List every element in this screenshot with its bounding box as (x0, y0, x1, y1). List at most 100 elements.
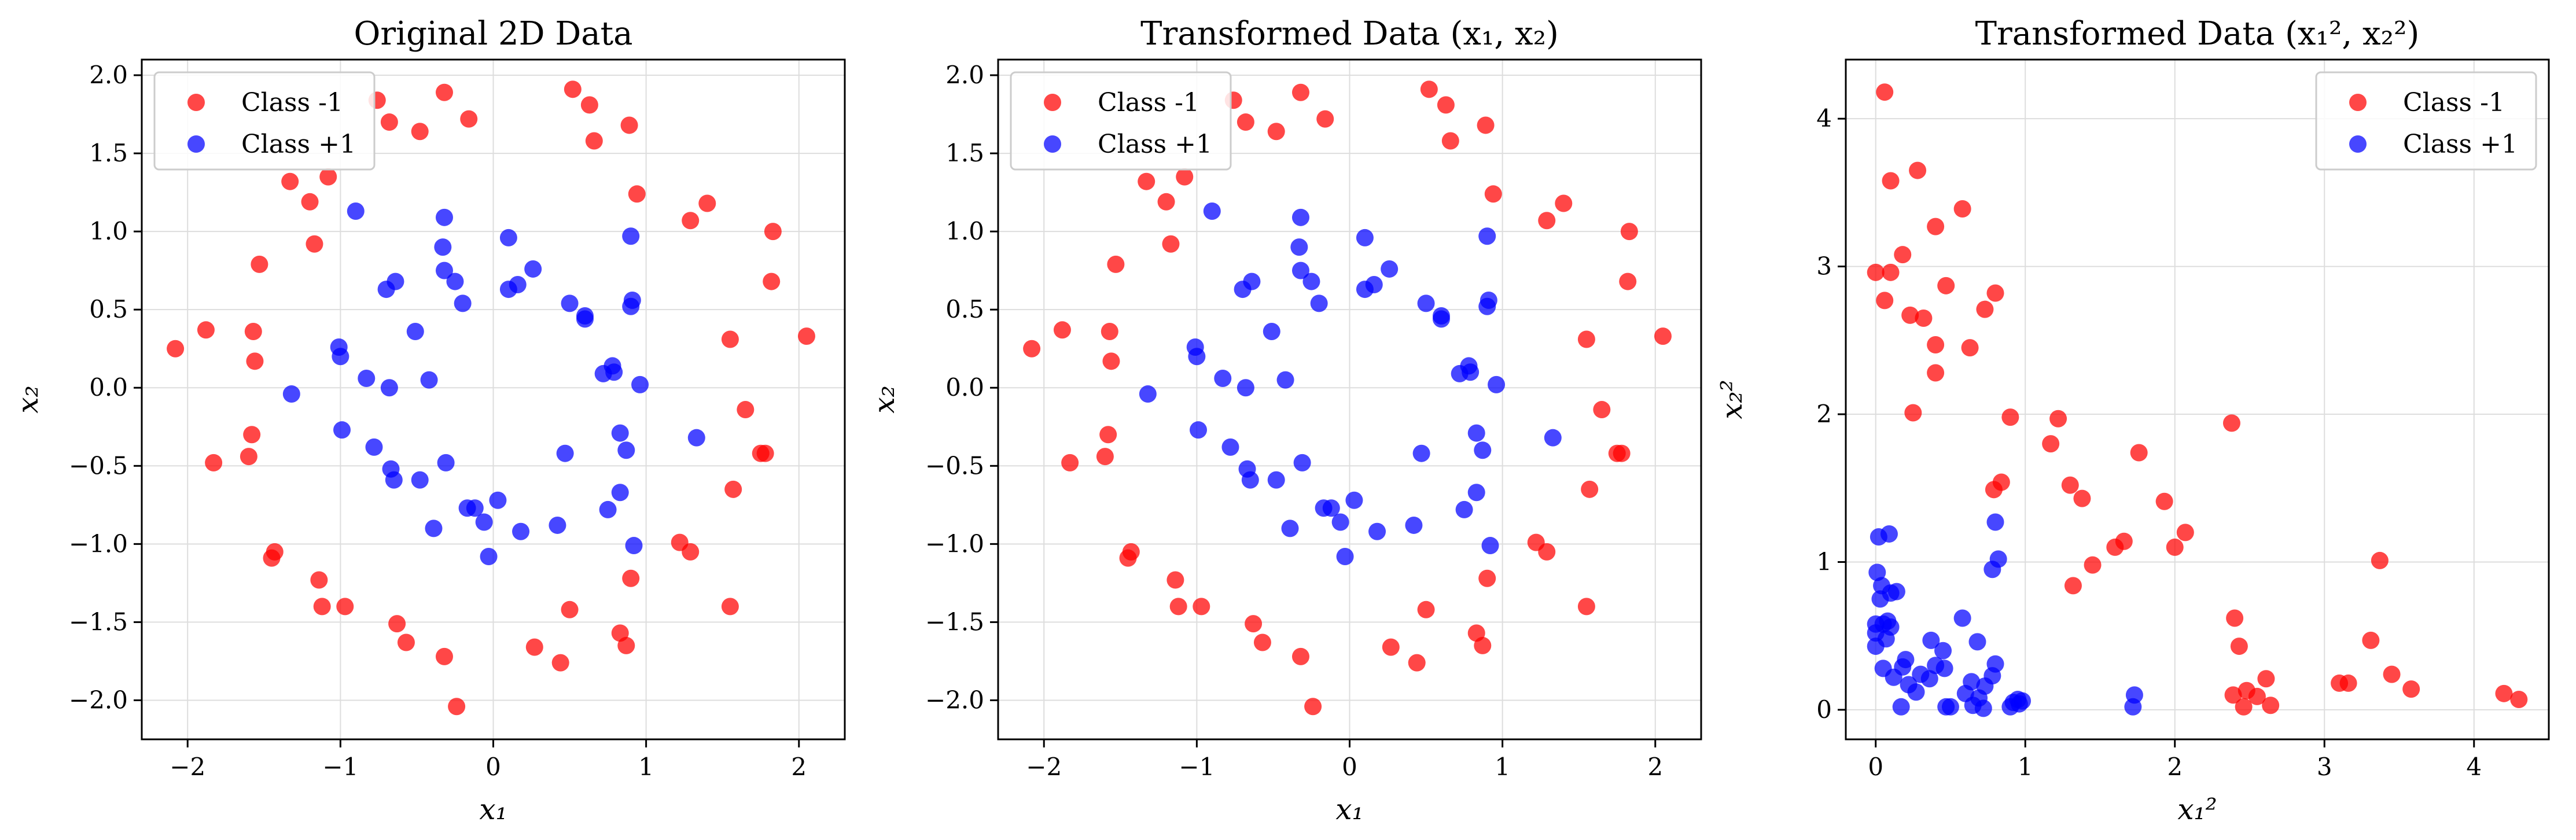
data-point (1336, 547, 1354, 565)
legend-marker (2349, 135, 2367, 153)
data-point (1276, 371, 1294, 389)
data-point (1166, 571, 1184, 589)
data-point (1310, 294, 1328, 312)
data-point (628, 185, 646, 203)
data-point (406, 323, 424, 340)
data-point (1331, 513, 1349, 531)
data-point (1538, 212, 1556, 230)
y-tick-label: −1.5 (925, 607, 984, 636)
y-tick-label: 0.0 (945, 373, 984, 401)
data-point (631, 375, 649, 393)
data-point (1953, 200, 1971, 218)
data-point (319, 168, 337, 186)
data-point (617, 441, 635, 459)
data-point (246, 352, 264, 370)
data-point (411, 123, 429, 141)
data-point (1101, 323, 1118, 340)
data-point (2402, 680, 2420, 698)
legend-marker (2349, 94, 2367, 111)
y-tick-label: 1.0 (945, 217, 984, 245)
data-point (333, 421, 351, 439)
data-point (197, 321, 215, 339)
data-point (556, 444, 574, 462)
data-point (347, 202, 365, 220)
data-point (1941, 698, 1959, 716)
x-axis-label: x₁ (1335, 793, 1363, 826)
data-point (1894, 246, 1912, 264)
data-point (2257, 670, 2275, 688)
data-point (1193, 598, 1210, 616)
legend-marker (1044, 94, 1061, 111)
data-point (1927, 218, 1945, 235)
data-point (1203, 202, 1221, 220)
data-point (1992, 473, 2010, 491)
data-point (1904, 404, 1922, 422)
data-point (1293, 454, 1311, 471)
data-point (2115, 532, 2133, 550)
x-tick-label: 2 (1647, 753, 1663, 781)
y-tick-label: 2 (1816, 400, 1832, 428)
data-point (2495, 684, 2513, 702)
data-point (2230, 638, 2248, 655)
data-point (2176, 524, 2194, 541)
x-axis-label: x₁² (2177, 793, 2217, 826)
data-point (1927, 336, 1945, 353)
legend-label: Class +1 (1098, 130, 1212, 159)
y-axis-label: x₂ (867, 385, 901, 413)
data-point (282, 385, 300, 403)
y-tick-label: −2.0 (69, 686, 128, 714)
y-tick-label: 2.0 (89, 61, 128, 89)
data-point (1478, 569, 1496, 587)
data-point (1096, 448, 1114, 466)
chart-panel-3: 0 1 2 3 4 0 1 2 3 4 Transformed Data (x₁², x₂²) x₁²… (1715, 15, 2550, 826)
data-point (1139, 385, 1157, 403)
x-tick-label: 2 (791, 753, 807, 781)
data-point (448, 698, 466, 716)
x-tick-label: 0 (485, 753, 501, 781)
x-tick-label: 2 (2167, 753, 2183, 781)
y-axis-label: x₂² (1715, 380, 1749, 419)
series-class-neg (1023, 80, 1672, 716)
x-tick-label: −2 (170, 753, 205, 781)
data-point (435, 261, 453, 279)
legend-label: Class -1 (2403, 88, 2505, 117)
y-tick-label: 4 (1816, 104, 1832, 132)
data-point (1882, 263, 1900, 281)
data-point (1417, 600, 1435, 618)
data-point (1162, 235, 1180, 253)
data-point (1882, 618, 1900, 636)
legend-label: Class +1 (2403, 130, 2518, 159)
data-point (585, 132, 603, 150)
y-tick-label: −0.5 (925, 451, 984, 480)
data-point (576, 307, 594, 325)
x-tick-label: −2 (1026, 753, 1062, 781)
data-point (2155, 492, 2173, 510)
data-point (561, 600, 579, 618)
axes-frame (1845, 58, 2550, 740)
legend: Class -1 Class +1 (1010, 71, 1232, 171)
data-point (1880, 525, 1898, 543)
data-point (411, 471, 429, 489)
data-point (549, 516, 566, 534)
data-point (1555, 194, 1573, 212)
data-point (1986, 655, 2004, 673)
data-point (551, 654, 569, 672)
data-point (1909, 161, 1927, 179)
data-point (1935, 660, 1953, 677)
data-point (240, 448, 257, 466)
data-point (1316, 110, 1334, 128)
x-tick-label: −1 (1179, 753, 1215, 781)
data-point (1467, 424, 1485, 442)
data-point (1989, 550, 2007, 568)
data-point (687, 429, 705, 447)
data-point (737, 401, 755, 419)
data-point (524, 260, 542, 278)
data-point (1462, 363, 1480, 381)
data-point (1412, 444, 1430, 462)
data-point (167, 340, 185, 358)
data-point (605, 363, 623, 381)
data-point (2362, 631, 2380, 649)
data-point (332, 348, 349, 366)
data-point (1538, 543, 1556, 561)
chart-panel-1: −2 −1 0 1 2 −2.0 −1.5 −1.0 −0.5 0.0 0.5 1.0 1.5 2.0 Or… (11, 15, 846, 826)
